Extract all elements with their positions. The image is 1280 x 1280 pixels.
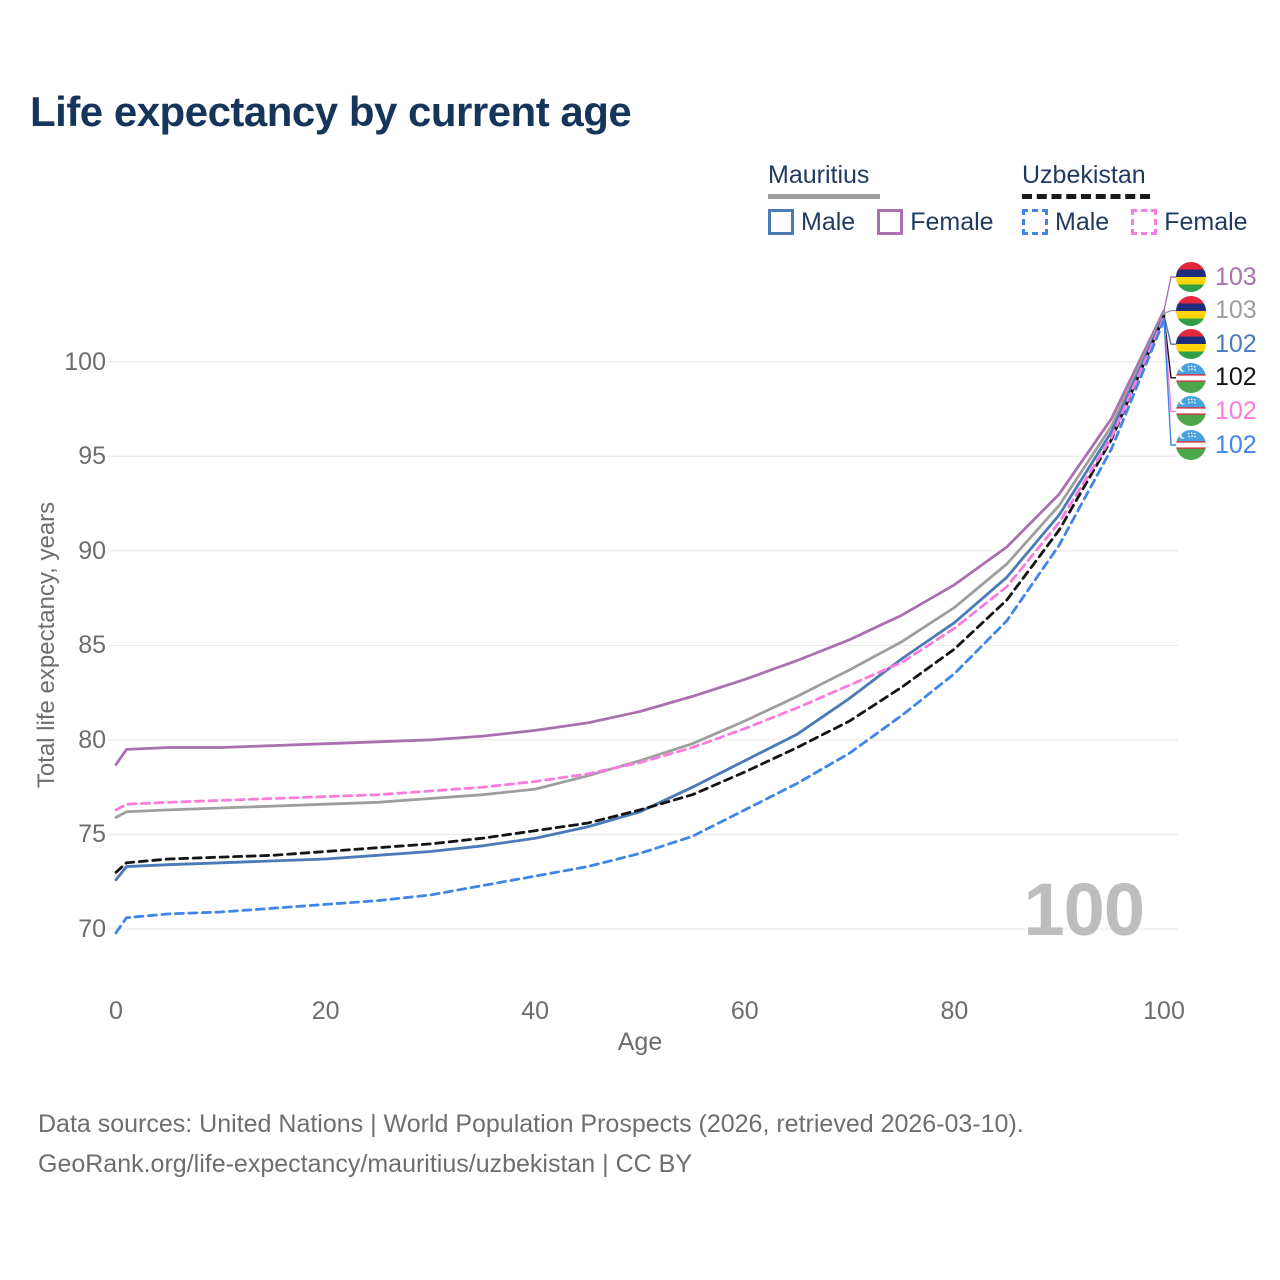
series-line-uzbekistan-both[interactable] — [114, 314, 1166, 874]
legend-country-mauritius: Mauritius — [768, 161, 870, 189]
x-tick-label: 20 — [311, 997, 340, 1025]
series-line-uzbekistan-male[interactable] — [114, 318, 1166, 935]
series-end-label-row: 102 — [1176, 395, 1257, 427]
series-end-value: 103 — [1215, 296, 1257, 325]
legend-swatch-mauritius-male[interactable] — [768, 209, 794, 235]
x-tick-label: 60 — [730, 997, 759, 1025]
legend-label-uzbekistan-male[interactable]: Male — [1055, 207, 1110, 236]
series-end-value: 103 — [1215, 262, 1257, 291]
series-end-value: 102 — [1215, 396, 1257, 425]
footer-data-sources: Data sources: United Nations | World Pop… — [38, 1110, 1024, 1138]
legend-swatch-uzbekistan-female[interactable] — [1131, 209, 1158, 235]
x-tick-label: 100 — [1143, 997, 1185, 1025]
uzbekistan-flag-icon — [1176, 362, 1206, 393]
series-end-label-row: 102 — [1176, 362, 1257, 394]
series-line-mauritius-female[interactable] — [114, 309, 1166, 766]
mauritius-flag-icon — [1176, 262, 1206, 292]
uzbekistan-flag-icon — [1176, 430, 1206, 460]
mauritius-flag-icon — [1176, 329, 1206, 360]
series-end-value: 102 — [1215, 363, 1257, 392]
y-tick-label: 85 — [78, 631, 106, 660]
series-end-label-row: 103 — [1176, 295, 1257, 327]
y-tick-label: 95 — [78, 442, 106, 471]
legend-label-uzbekistan-female[interactable]: Female — [1164, 207, 1248, 236]
label-connector — [1163, 317, 1177, 413]
legend-underline-uzbekistan — [1022, 193, 1150, 199]
legend-underline-mauritius — [768, 193, 880, 199]
legend-label-mauritius-female[interactable]: Female — [910, 207, 994, 236]
y-tick-label: 75 — [78, 820, 106, 849]
legend-swatch-mauritius-female[interactable] — [877, 209, 904, 235]
series-end-label-row: 102 — [1176, 328, 1257, 360]
series-line-mauritius-both[interactable] — [114, 312, 1166, 819]
x-tick-label: 0 — [109, 997, 123, 1025]
label-connector — [1163, 320, 1177, 446]
y-tick-label: 90 — [78, 536, 106, 565]
age-watermark: 100 — [1023, 868, 1145, 951]
series-end-value: 102 — [1215, 329, 1257, 358]
mauritius-flag-icon — [1176, 295, 1206, 326]
uzbekistan-flag-icon — [1176, 396, 1206, 427]
footer-attribution-link: GeoRank.org/life-expectancy/mauritius/uz… — [38, 1150, 693, 1178]
series-end-value: 102 — [1215, 430, 1257, 459]
label-connector — [1163, 316, 1177, 379]
label-connector — [1163, 276, 1177, 311]
label-connector — [1163, 315, 1177, 345]
legend-swatch-uzbekistan-male[interactable] — [1022, 209, 1048, 235]
legend-group-uzbekistan: Uzbekistan Male Female — [1022, 161, 1270, 237]
legend-row-uzbekistan: Male Female — [1022, 208, 1270, 237]
series-end-label-row: 103 — [1176, 261, 1257, 293]
chart-title: Life expectancy by current age — [30, 88, 632, 135]
x-axis-title: Age — [617, 1028, 663, 1056]
legend-country-uzbekistan: Uzbekistan — [1022, 161, 1146, 189]
legend-label-mauritius-male[interactable]: Male — [801, 207, 856, 236]
label-connector — [1163, 309, 1177, 315]
y-tick-label: 80 — [78, 725, 106, 754]
y-tick-label: 100 — [64, 347, 106, 376]
legend-group-mauritius: Mauritius Male Female — [768, 161, 1016, 237]
series-end-label-row: 102 — [1176, 429, 1257, 461]
y-tick-label: 70 — [78, 915, 106, 943]
x-tick-label: 80 — [940, 997, 969, 1025]
x-tick-label: 40 — [521, 997, 550, 1025]
series-line-mauritius-male[interactable] — [114, 313, 1166, 882]
series-line-uzbekistan-female[interactable] — [114, 315, 1166, 812]
legend-row-mauritius: Male Female — [768, 208, 1016, 237]
